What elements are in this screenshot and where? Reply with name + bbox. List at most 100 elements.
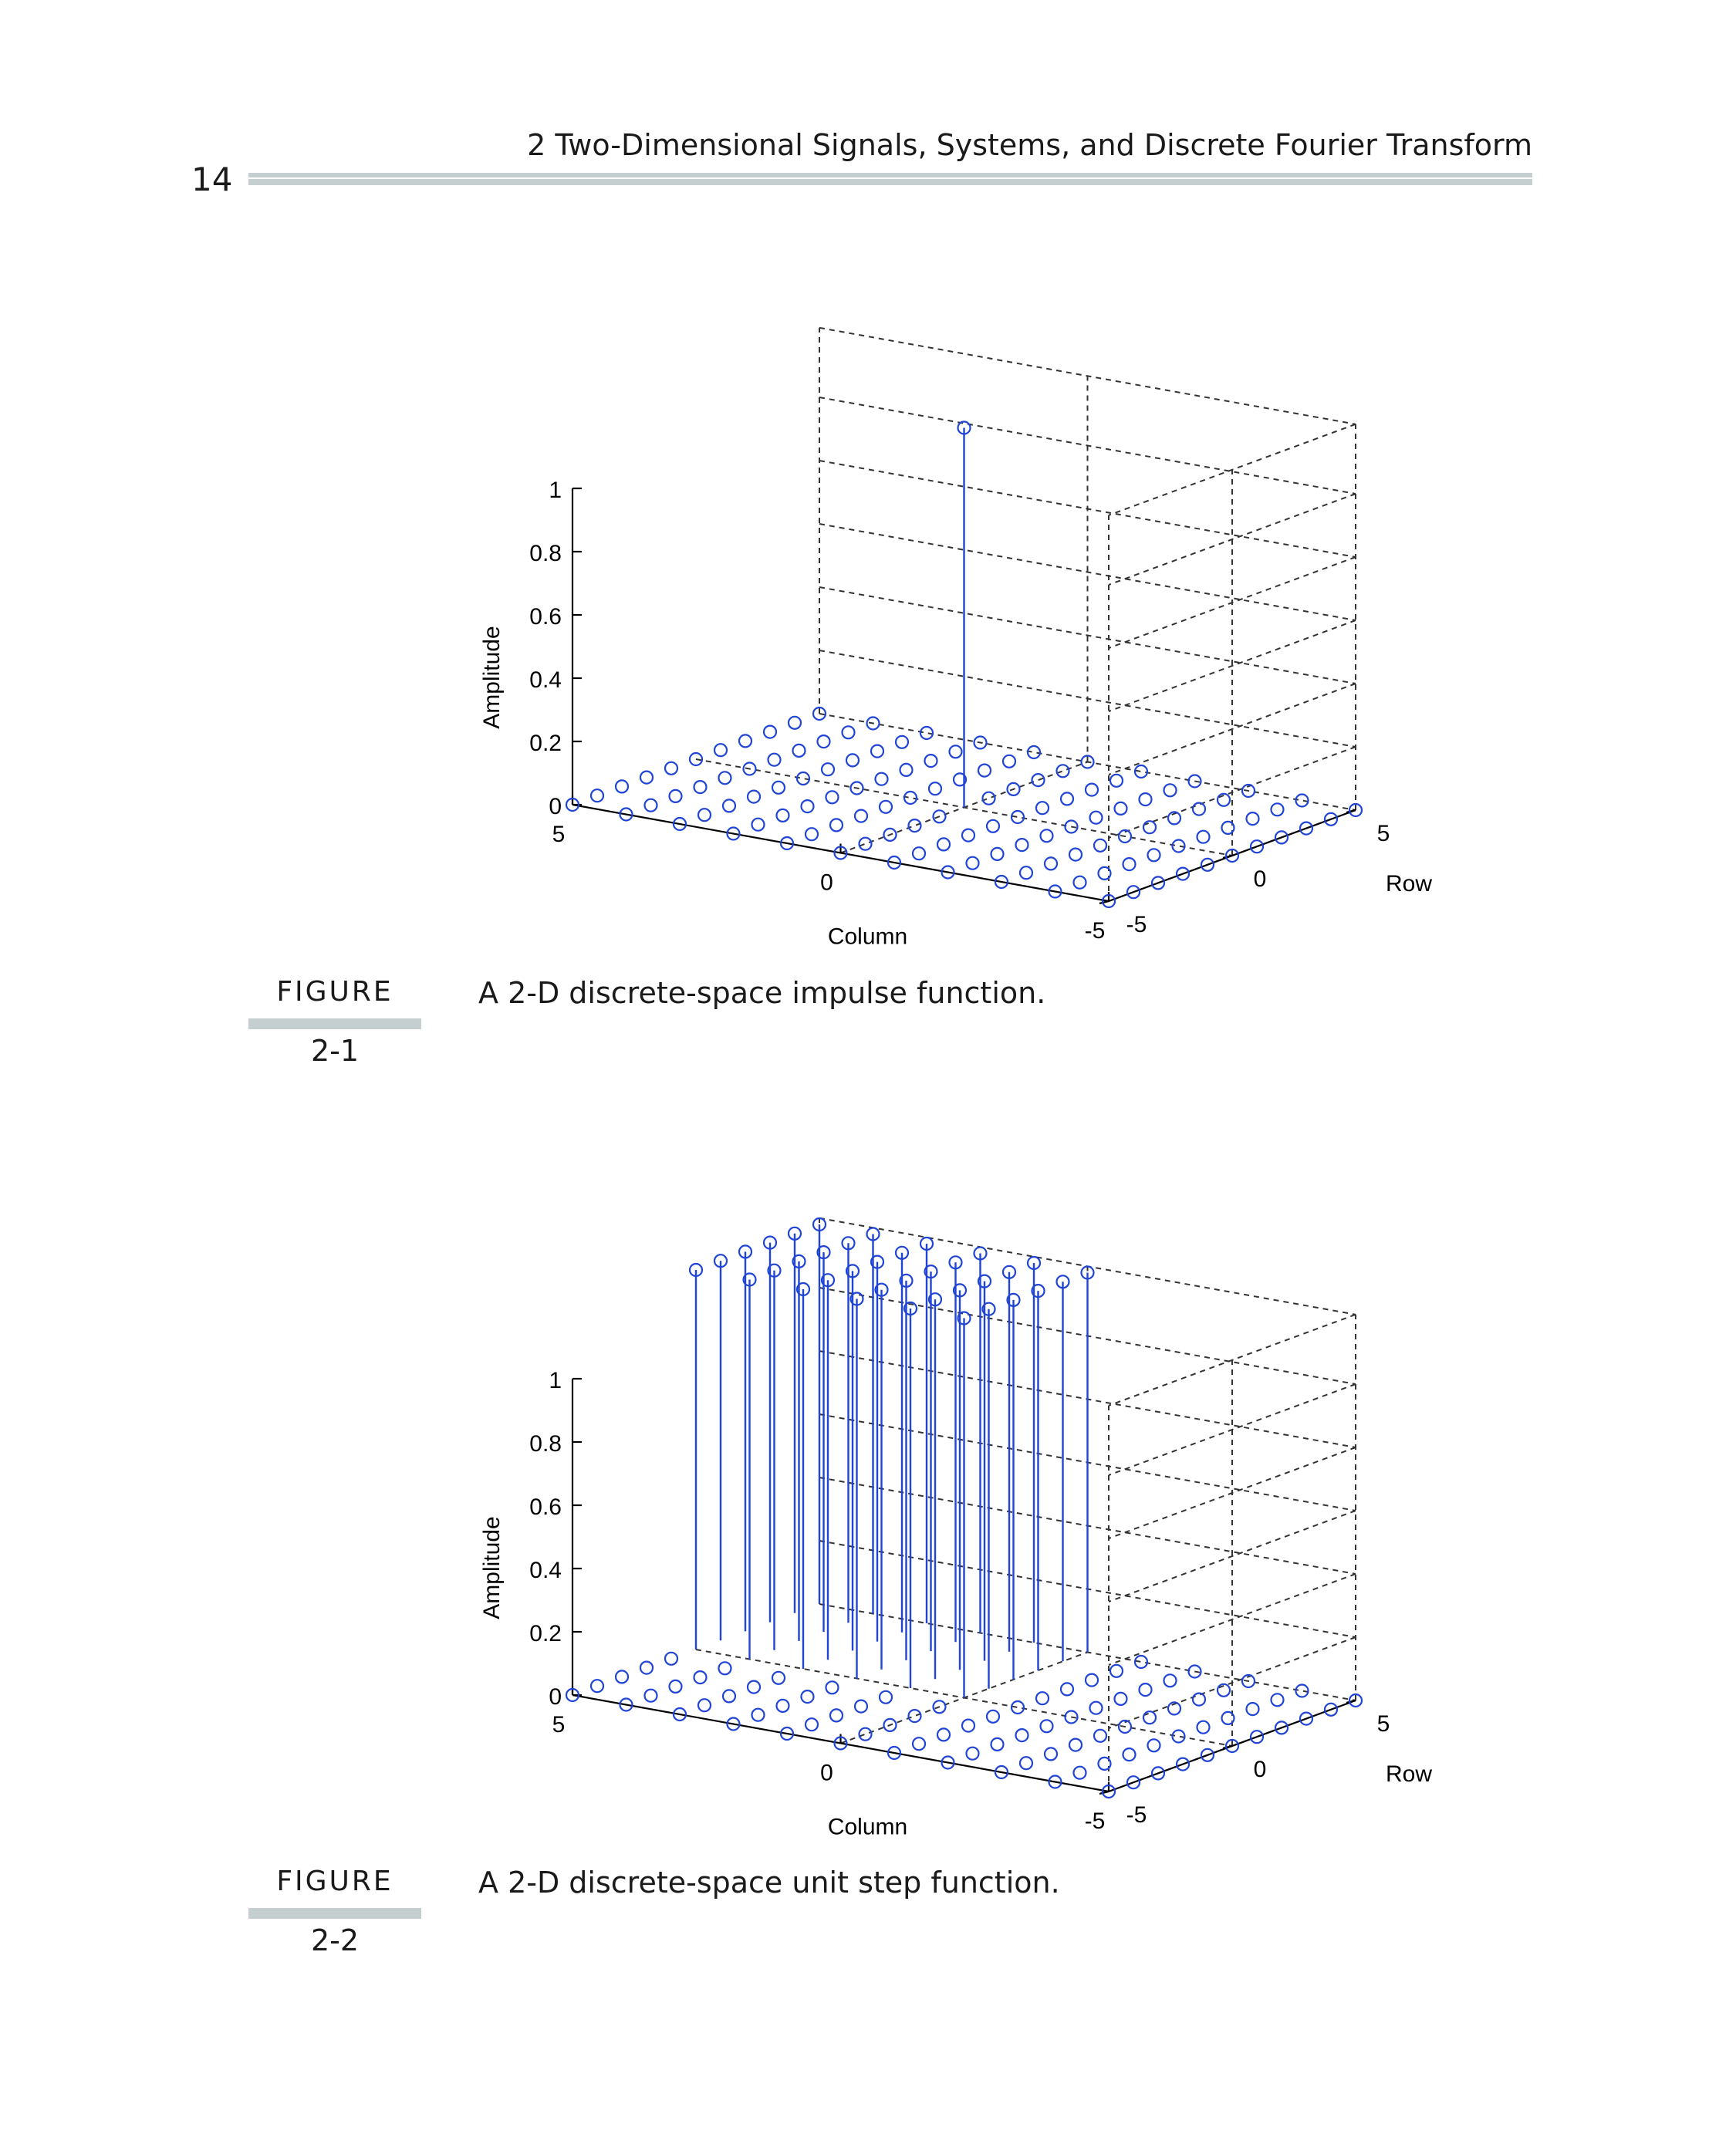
row-axis-label: Row	[1386, 871, 1432, 897]
stem-marker	[668, 1679, 683, 1694]
stem-marker	[1072, 1765, 1087, 1780]
row-tick-label: 5	[1377, 1711, 1390, 1737]
stem-marker	[829, 818, 844, 832]
stem-marker	[589, 1679, 605, 1694]
stem-marker	[1080, 1265, 1095, 1280]
column-tick-label: -5	[1085, 1808, 1106, 1834]
stem-marker	[812, 1217, 827, 1232]
figure-2-1-rule	[248, 1018, 421, 1029]
stem-marker	[804, 1717, 819, 1732]
stem-marker	[887, 855, 902, 870]
stem-marker	[981, 791, 996, 805]
stem-marker	[948, 1255, 963, 1270]
stem-marker	[1167, 1701, 1182, 1716]
stem-marker	[1015, 837, 1029, 853]
amplitude-axis-label: Amplitude	[479, 626, 505, 728]
stem-marker	[820, 762, 836, 777]
stem-marker	[1084, 782, 1099, 797]
stem-marker	[775, 1698, 790, 1713]
figure-2-1-plot: 0 0.2 0.4 0.6 0.8 1 5 0 -5 -5 0 5 Column Row Amplitude	[479, 326, 1432, 950]
stem-marker	[643, 798, 658, 812]
stem-marker	[1039, 1719, 1054, 1734]
stem-marker	[1191, 802, 1207, 816]
stem-marker	[1200, 1748, 1215, 1762]
stem-marker	[936, 837, 951, 852]
column-tick-label: 5	[552, 822, 566, 847]
stem-marker	[1064, 819, 1079, 834]
figure-2-2-caption: A 2-D discrete-space unit step function.	[478, 1866, 1060, 1900]
stem-marker	[565, 1687, 580, 1703]
stem-marker	[787, 1226, 802, 1241]
stem-marker	[1142, 1710, 1157, 1725]
stem-marker	[1187, 1664, 1202, 1679]
stem-marker	[664, 1651, 679, 1666]
stem-marker	[1150, 876, 1166, 890]
stem-marker	[672, 816, 687, 832]
stem-marker	[1167, 811, 1182, 826]
stem-marker	[841, 725, 856, 740]
stem-marker	[800, 1690, 815, 1704]
stem-marker	[1006, 1292, 1021, 1308]
stem-marker	[874, 772, 889, 786]
stem-marker	[771, 1670, 786, 1685]
stem-marker	[1113, 1691, 1128, 1706]
stem-marker	[721, 799, 737, 813]
stem-marker	[672, 1707, 687, 1722]
row-tick	[1222, 1744, 1233, 1750]
stem-marker	[795, 771, 811, 786]
stem-marker	[899, 1273, 914, 1288]
stem-marker	[1035, 801, 1050, 816]
grid-line	[1108, 683, 1356, 775]
stem-marker	[1031, 1283, 1045, 1298]
stem-marker	[990, 846, 1005, 862]
stem-marker	[767, 752, 782, 767]
stem-marker	[713, 1254, 728, 1268]
stem-marker	[1122, 1748, 1137, 1762]
stem-marker	[816, 734, 831, 749]
stem-marker	[1001, 1265, 1017, 1279]
stem-marker	[1348, 802, 1363, 818]
stem-marker	[751, 817, 765, 832]
stem-marker	[903, 790, 918, 805]
stem-marker	[1006, 782, 1021, 797]
stem-marker	[804, 827, 819, 842]
stem-marker	[1142, 820, 1157, 835]
stem-marker	[849, 781, 864, 795]
stem-marker	[816, 1244, 831, 1260]
stem-marker	[619, 1697, 633, 1712]
stem-marker	[762, 724, 778, 739]
stem-marker	[742, 1272, 757, 1287]
header-rule	[248, 173, 1532, 185]
stem-marker	[718, 1661, 732, 1676]
stem-marker	[820, 1273, 836, 1288]
figure-2-1-label: FIGURE	[276, 976, 393, 1008]
stem-marker	[1295, 793, 1309, 808]
stem-marker	[1117, 1719, 1133, 1734]
stem-marker	[589, 789, 605, 803]
stem-marker	[952, 772, 968, 787]
stem-marker	[1196, 829, 1211, 844]
stem-marker	[887, 1745, 902, 1761]
stem-marker	[985, 1709, 1001, 1724]
row-tick-label: -5	[1126, 912, 1147, 937]
stem-marker	[932, 809, 947, 824]
stem-marker	[866, 1227, 880, 1241]
stem-marker	[1175, 1757, 1191, 1771]
stem-marker	[948, 745, 963, 759]
stem-marker	[1274, 830, 1289, 845]
stem-marker	[1147, 1738, 1161, 1753]
stem-marker	[957, 1311, 971, 1325]
stem-marker	[919, 725, 934, 741]
stem-marker	[639, 1660, 654, 1675]
stem-marker	[726, 1717, 741, 1731]
stem-marker	[853, 809, 869, 823]
stem-marker	[858, 1727, 873, 1741]
stem-marker	[883, 1717, 897, 1732]
stem-marker	[1122, 856, 1137, 872]
stem-marker	[1221, 1710, 1235, 1725]
stem-marker	[957, 420, 971, 435]
stem-marker	[643, 1688, 658, 1703]
stem-marker	[941, 865, 955, 880]
stem-marker	[845, 753, 860, 768]
stem-marker	[1109, 773, 1124, 788]
